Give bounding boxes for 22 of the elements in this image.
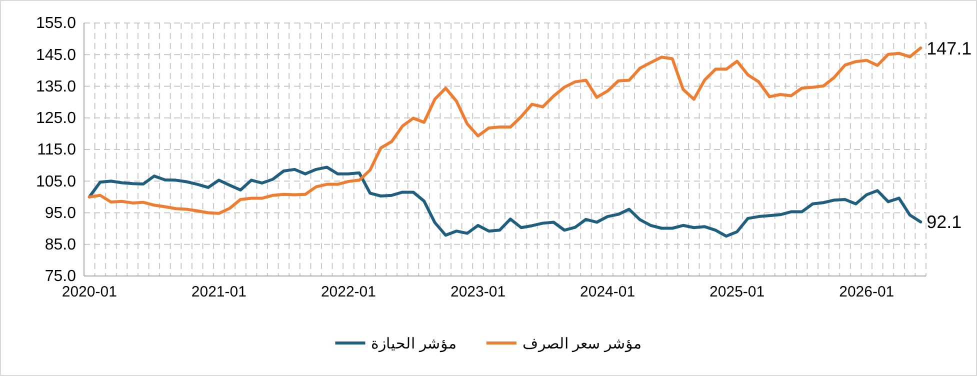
x-tick-label: 2026-01 bbox=[839, 284, 894, 301]
line-series bbox=[88, 46, 922, 215]
x-tick-label: 2020-01 bbox=[62, 284, 117, 301]
y-tick-label: 135.0 bbox=[36, 78, 76, 96]
y-tick-label: 85.0 bbox=[44, 236, 76, 254]
y-tick-label: 105.0 bbox=[36, 173, 76, 190]
x-tick-label: 2025-01 bbox=[710, 284, 765, 301]
y-tick-label: 145.0 bbox=[36, 46, 76, 64]
y-tick-label: 125.0 bbox=[36, 110, 76, 127]
legend-label: مؤشر سعر الصرف bbox=[522, 335, 642, 352]
line-series bbox=[88, 166, 922, 238]
x-tick-label: 2021-01 bbox=[191, 284, 246, 301]
y-tick-label: 155.0 bbox=[36, 15, 76, 32]
x-tick-label: 2022-01 bbox=[320, 284, 376, 301]
x-tick-label: 2024-01 bbox=[580, 284, 636, 301]
y-tick-label: 75.0 bbox=[44, 268, 76, 286]
data-label: 147.1 bbox=[926, 38, 972, 58]
y-tick-label: 115.0 bbox=[37, 142, 76, 159]
legend-label: مؤشر الحيازة bbox=[371, 335, 456, 352]
x-tick-label: 2023-01 bbox=[450, 284, 506, 301]
data-label: 92.1 bbox=[926, 212, 962, 232]
y-tick-label: 95.0 bbox=[44, 204, 76, 222]
